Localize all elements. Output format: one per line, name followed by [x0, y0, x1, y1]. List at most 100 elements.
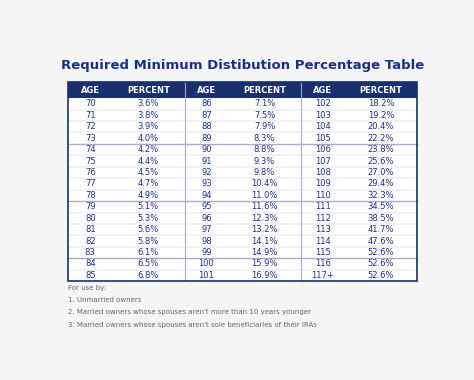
- Text: 99: 99: [201, 248, 212, 257]
- Text: 18.2%: 18.2%: [368, 100, 394, 108]
- Text: 4.9%: 4.9%: [138, 191, 159, 200]
- Bar: [68, 247, 418, 258]
- Text: 11.6%: 11.6%: [251, 202, 278, 211]
- Text: 38.5%: 38.5%: [368, 214, 394, 223]
- Text: 104: 104: [315, 122, 330, 131]
- Text: 11.0%: 11.0%: [251, 191, 278, 200]
- Text: 81: 81: [85, 225, 96, 234]
- Text: 19.2%: 19.2%: [368, 111, 394, 120]
- Text: 112: 112: [315, 214, 330, 223]
- Text: 85: 85: [85, 271, 96, 280]
- Text: 76: 76: [85, 168, 96, 177]
- Text: 9.3%: 9.3%: [254, 157, 275, 166]
- Text: 5.3%: 5.3%: [138, 214, 159, 223]
- Text: 13.2%: 13.2%: [251, 225, 278, 234]
- Text: AGE: AGE: [313, 86, 332, 95]
- Text: 7.5%: 7.5%: [254, 111, 275, 120]
- Text: 94: 94: [201, 191, 212, 200]
- Text: 7.1%: 7.1%: [254, 100, 275, 108]
- Bar: [68, 178, 418, 190]
- Text: 6.8%: 6.8%: [137, 271, 159, 280]
- Text: 98: 98: [201, 237, 212, 245]
- Text: 5.1%: 5.1%: [138, 202, 159, 211]
- Text: 83: 83: [85, 248, 96, 257]
- Text: 20.4%: 20.4%: [368, 122, 394, 131]
- Text: 108: 108: [315, 168, 330, 177]
- Text: 52.6%: 52.6%: [368, 248, 394, 257]
- Bar: [68, 270, 418, 281]
- Bar: [68, 201, 418, 212]
- Text: 6.5%: 6.5%: [138, 260, 159, 269]
- Text: 86: 86: [201, 100, 212, 108]
- Text: 15.9%: 15.9%: [251, 260, 278, 269]
- Bar: [68, 82, 418, 98]
- Text: 9.8%: 9.8%: [254, 168, 275, 177]
- Text: AGE: AGE: [197, 86, 216, 95]
- Text: 107: 107: [315, 157, 330, 166]
- Text: 22.2%: 22.2%: [368, 134, 394, 143]
- Text: 117+: 117+: [311, 271, 334, 280]
- Text: 10.4%: 10.4%: [251, 179, 278, 188]
- Text: 3.9%: 3.9%: [138, 122, 159, 131]
- Text: 89: 89: [201, 134, 212, 143]
- Text: 80: 80: [85, 214, 96, 223]
- Text: 14.1%: 14.1%: [251, 237, 278, 245]
- Bar: [68, 212, 418, 224]
- Text: 25.6%: 25.6%: [368, 157, 394, 166]
- Text: 84: 84: [85, 260, 96, 269]
- Text: 93: 93: [201, 179, 212, 188]
- Text: 70: 70: [85, 100, 96, 108]
- Text: 78: 78: [85, 191, 96, 200]
- Text: 114: 114: [315, 237, 330, 245]
- Text: 52.6%: 52.6%: [368, 271, 394, 280]
- Text: 105: 105: [315, 134, 330, 143]
- Text: 100: 100: [199, 260, 214, 269]
- Text: 82: 82: [85, 237, 96, 245]
- Text: 32.3%: 32.3%: [368, 191, 394, 200]
- Text: 73: 73: [85, 134, 96, 143]
- Text: 87: 87: [201, 111, 212, 120]
- Bar: [68, 133, 418, 144]
- Text: 8.8%: 8.8%: [254, 145, 275, 154]
- Text: PERCENT: PERCENT: [359, 86, 402, 95]
- Text: 3. Married owners whose spouses aren't sole beneficiaries of their IRAs: 3. Married owners whose spouses aren't s…: [68, 321, 317, 328]
- Text: 79: 79: [85, 202, 96, 211]
- Text: 5.6%: 5.6%: [138, 225, 159, 234]
- Text: 116: 116: [315, 260, 330, 269]
- Text: 111: 111: [315, 202, 330, 211]
- Text: 16.9%: 16.9%: [251, 271, 278, 280]
- Bar: [68, 98, 418, 109]
- Text: AGE: AGE: [81, 86, 100, 95]
- Text: 110: 110: [315, 191, 330, 200]
- Text: 1. Unmarried owners: 1. Unmarried owners: [68, 297, 142, 303]
- Text: 101: 101: [199, 271, 214, 280]
- Text: 4.0%: 4.0%: [138, 134, 159, 143]
- Bar: [68, 144, 418, 155]
- Text: 4.4%: 4.4%: [138, 157, 159, 166]
- Text: 5.8%: 5.8%: [138, 237, 159, 245]
- Text: 2. Married owners whose spouses aren't more than 10 years younger: 2. Married owners whose spouses aren't m…: [68, 309, 311, 315]
- Text: PERCENT: PERCENT: [127, 86, 170, 95]
- Text: 41.7%: 41.7%: [368, 225, 394, 234]
- Text: For use by:: For use by:: [68, 285, 107, 291]
- Text: 106: 106: [315, 145, 330, 154]
- Text: 91: 91: [201, 157, 212, 166]
- Text: 77: 77: [85, 179, 96, 188]
- Text: 97: 97: [201, 225, 212, 234]
- Text: 115: 115: [315, 248, 330, 257]
- Text: 23.8%: 23.8%: [368, 145, 394, 154]
- Bar: [68, 235, 418, 247]
- Text: PERCENT: PERCENT: [243, 86, 286, 95]
- Text: 92: 92: [201, 168, 212, 177]
- Text: 4.5%: 4.5%: [138, 168, 159, 177]
- Text: Required Minimum Distibution Percentage Table: Required Minimum Distibution Percentage …: [61, 59, 425, 72]
- Bar: [68, 82, 418, 281]
- Text: 4.7%: 4.7%: [138, 179, 159, 188]
- Text: 47.6%: 47.6%: [368, 237, 394, 245]
- Text: 88: 88: [201, 122, 212, 131]
- Text: 95: 95: [201, 202, 212, 211]
- Bar: [68, 121, 418, 133]
- Text: 8.3%: 8.3%: [254, 134, 275, 143]
- Text: 14.9%: 14.9%: [251, 248, 278, 257]
- Bar: [68, 167, 418, 178]
